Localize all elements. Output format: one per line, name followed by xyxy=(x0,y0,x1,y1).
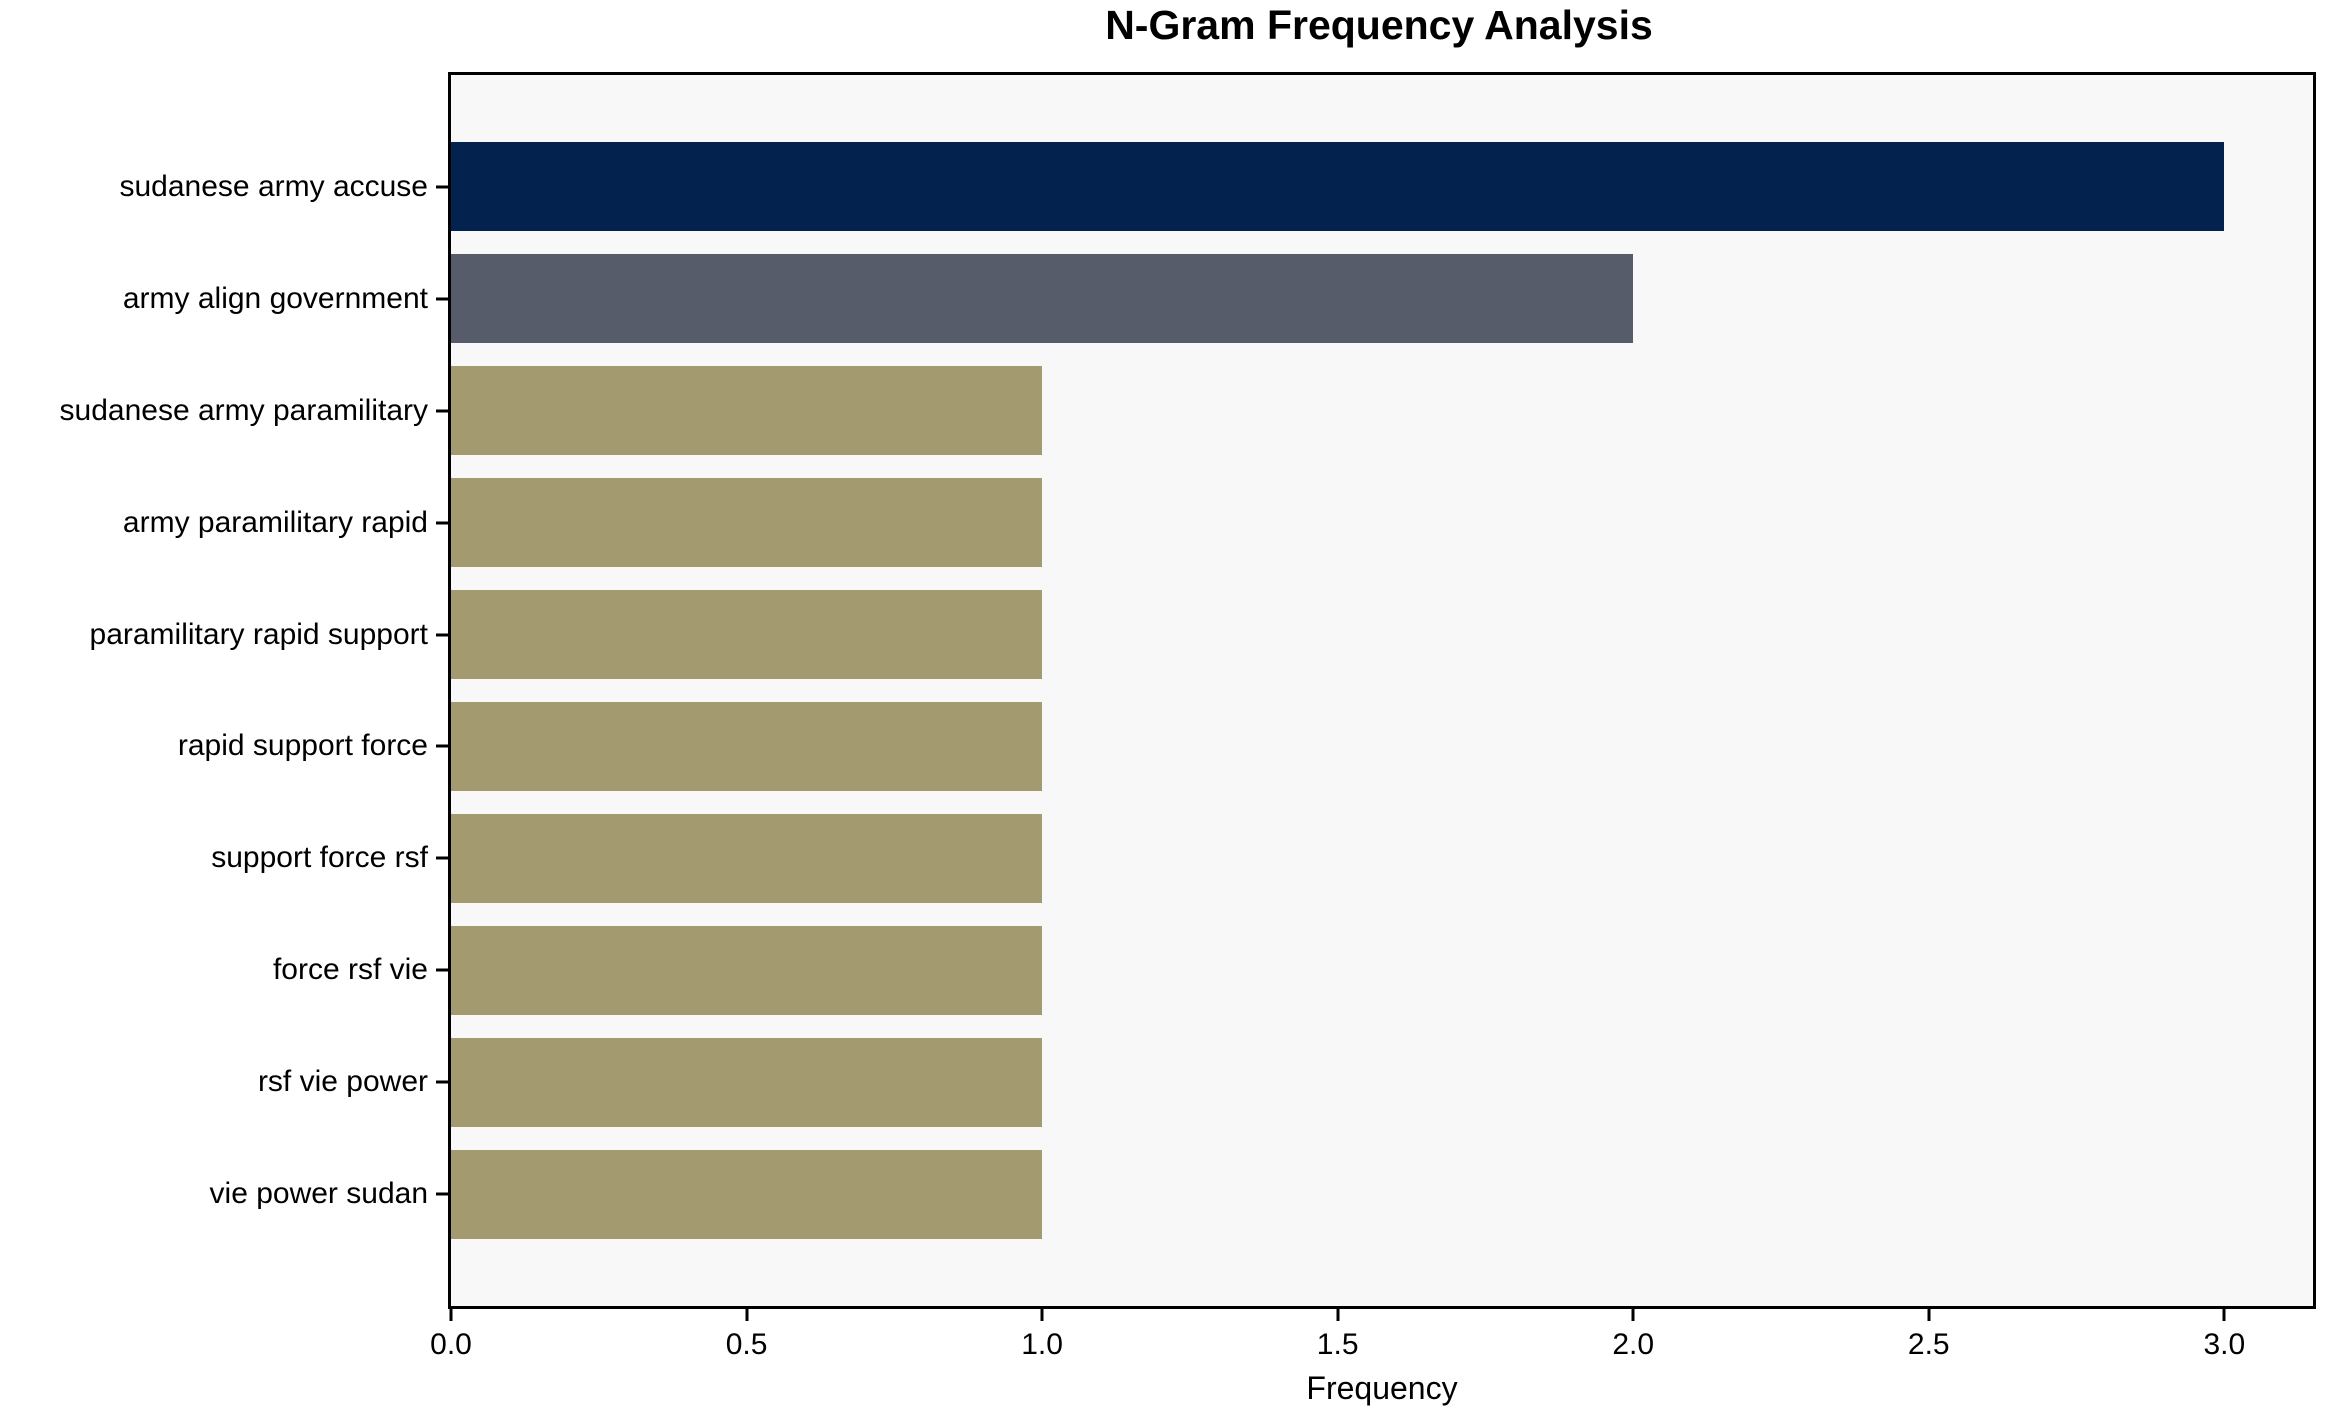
x-tick-label: 1.5 xyxy=(1316,1328,1359,1361)
y-tick-label: vie power sudan xyxy=(209,1177,428,1211)
x-tick-label: 2.0 xyxy=(1612,1328,1655,1361)
y-tick-label: army align government xyxy=(122,281,428,315)
x-tick-label: 2.5 xyxy=(1907,1328,1950,1361)
x-tick-mark xyxy=(1336,1309,1340,1321)
bar xyxy=(451,254,1634,344)
y-tick-label: paramilitary rapid support xyxy=(89,617,428,651)
x-axis-label: Frequency xyxy=(1306,1370,1458,1406)
y-tick-mark xyxy=(436,1192,448,1196)
bar xyxy=(451,142,2225,232)
bar xyxy=(451,701,1043,791)
bar xyxy=(451,1037,1043,1127)
y-tick-mark xyxy=(436,1080,448,1084)
y-tick-label: force rsf vie xyxy=(272,953,428,987)
y-tick-mark xyxy=(436,521,448,525)
y-tick-mark xyxy=(436,856,448,860)
y-tick-mark xyxy=(436,297,448,301)
x-tick-mark xyxy=(1631,1309,1635,1321)
y-tick-label: rsf vie power xyxy=(257,1065,428,1099)
y-tick-mark xyxy=(436,744,448,748)
x-tick-label: 0.5 xyxy=(725,1328,768,1361)
y-tick-label: support force rsf xyxy=(211,841,428,875)
y-tick-label: army paramilitary rapid xyxy=(122,505,428,539)
chart-title: N-Gram Frequency Analysis xyxy=(1105,2,1653,48)
x-tick-mark xyxy=(2222,1309,2226,1321)
bar xyxy=(451,366,1043,456)
y-tick-label: sudanese army accuse xyxy=(119,169,429,203)
x-tick-label: 0.0 xyxy=(430,1328,472,1361)
x-tick-mark xyxy=(449,1309,453,1321)
y-tick-label: sudanese army paramilitary xyxy=(59,393,428,427)
x-tick-mark xyxy=(1927,1309,1931,1321)
x-tick-label: 3.0 xyxy=(2203,1328,2246,1361)
bar xyxy=(451,590,1043,680)
y-tick-mark xyxy=(436,185,448,189)
x-tick-mark xyxy=(745,1309,749,1321)
x-tick-mark xyxy=(1040,1309,1044,1321)
y-tick-mark xyxy=(436,633,448,637)
bar xyxy=(451,813,1043,903)
x-tick-label: 1.0 xyxy=(1021,1328,1063,1361)
plot-area: Frequency sudanese army accuse army align… xyxy=(60,72,2316,1406)
y-tick-label: rapid support force xyxy=(177,729,428,763)
bar xyxy=(451,925,1043,1015)
y-tick-mark xyxy=(436,968,448,972)
bar xyxy=(451,1149,1043,1239)
y-tick-mark xyxy=(436,409,448,413)
bar xyxy=(451,478,1043,568)
